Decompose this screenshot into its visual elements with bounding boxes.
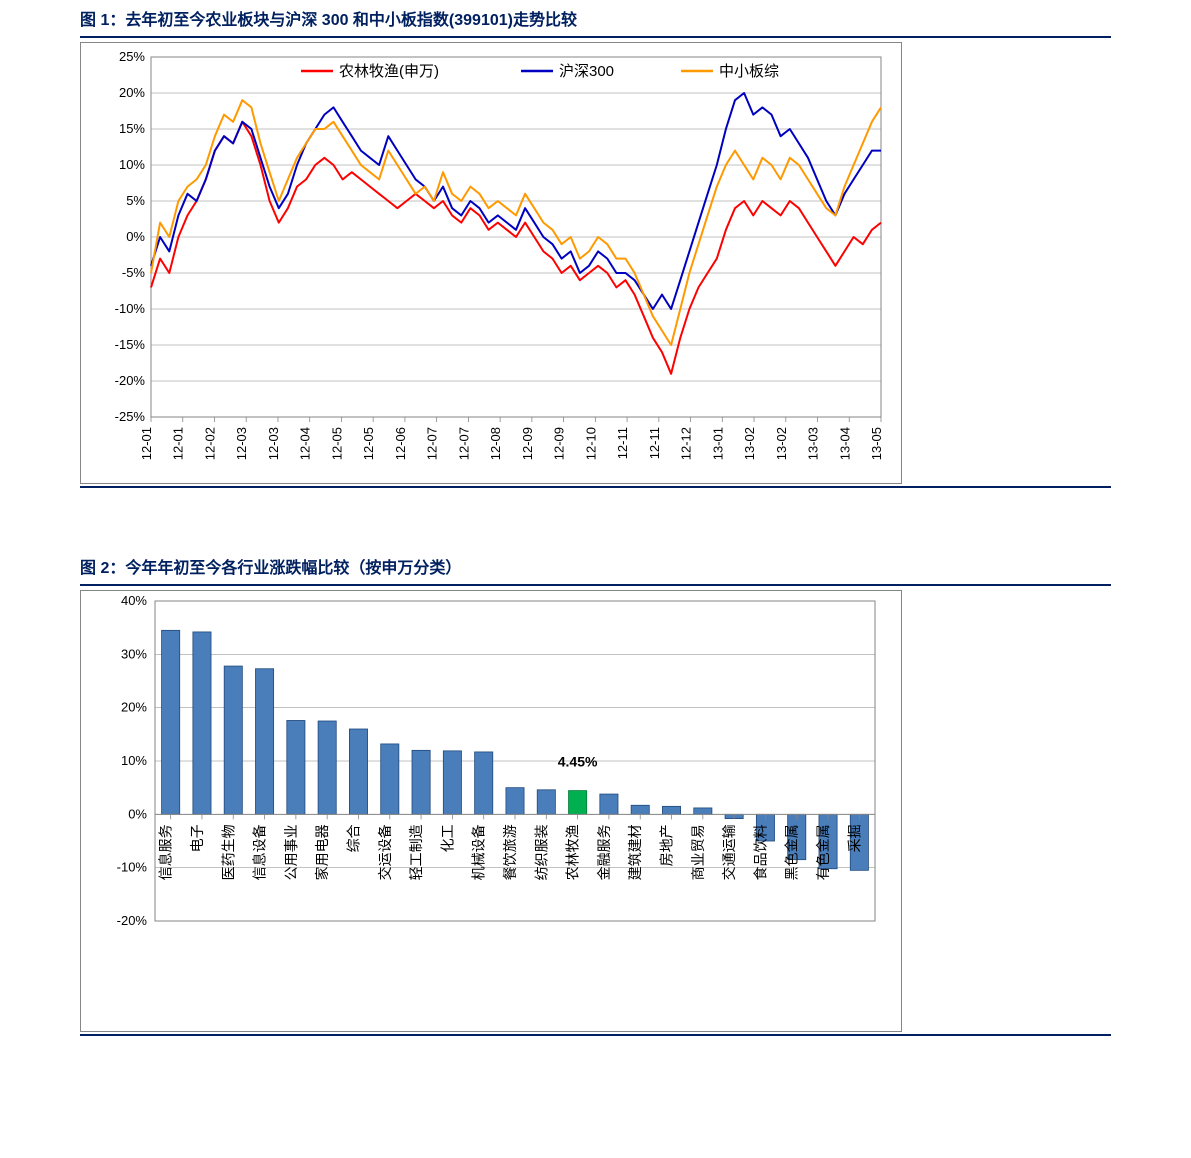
svg-text:信息设备: 信息设备	[252, 824, 268, 880]
svg-text:交通运输: 交通运输	[721, 824, 737, 880]
svg-text:-5%: -5%	[122, 265, 146, 280]
svg-text:黑色金属: 黑色金属	[784, 824, 800, 880]
svg-text:13-01: 13-01	[710, 427, 725, 460]
svg-text:-25%: -25%	[115, 409, 146, 424]
figure-2: 图 2：今年年初至今各行业涨跌幅比较（按申万分类） -20% -10% 0% 10% 2…	[80, 548, 1111, 1036]
svg-text:-20%: -20%	[117, 913, 148, 928]
svg-text:商业贸易: 商业贸易	[690, 824, 706, 880]
figure-2-svg: -20% -10% 0% 10% 20% 30% 40% 信息服务电子医药生物信息设备公用事业…	[81, 591, 901, 1031]
svg-text:建筑建材: 建筑建材	[627, 824, 643, 880]
svg-text:40%: 40%	[121, 593, 147, 608]
svg-text:金融服务: 金融服务	[596, 824, 612, 880]
svg-text:30%: 30%	[121, 646, 147, 661]
svg-text:综合: 综合	[345, 824, 361, 852]
svg-text:-20%: -20%	[115, 373, 146, 388]
svg-text:交运设备: 交运设备	[377, 824, 393, 880]
svg-text:12-11: 12-11	[615, 427, 630, 459]
svg-text:12-12: 12-12	[679, 427, 694, 460]
svg-text:12-05: 12-05	[361, 427, 376, 460]
svg-text:12-04: 12-04	[298, 427, 313, 460]
svg-text:15%: 15%	[119, 121, 145, 136]
figure-1-svg: -25% -20% -15% -10% -5% 0% 5% 10% 15% 20% 25% 12-01…	[81, 43, 901, 483]
svg-text:13-03: 13-03	[806, 427, 821, 460]
svg-text:13-04: 13-04	[837, 427, 852, 460]
svg-text:电子: 电子	[189, 824, 205, 852]
svg-text:12-02: 12-02	[202, 427, 217, 460]
figure-2-chart-frame: -20% -10% 0% 10% 20% 30% 40% 信息服务电子医药生物信息设备公用事业…	[80, 590, 902, 1032]
svg-text:12-03: 12-03	[234, 427, 249, 460]
svg-text:农林牧渔: 农林牧渔	[565, 824, 581, 880]
svg-text:12-08: 12-08	[488, 427, 503, 460]
svg-text:4.45%: 4.45%	[558, 754, 598, 770]
svg-text:轻工制造: 轻工制造	[408, 824, 424, 880]
svg-text:家用电器: 家用电器	[314, 824, 330, 880]
svg-text:12-07: 12-07	[456, 427, 471, 460]
figure-2-bottom-rule	[80, 1034, 1111, 1036]
svg-text:信息服务: 信息服务	[158, 824, 174, 880]
svg-text:13-02: 13-02	[742, 427, 757, 460]
svg-text:房地产: 房地产	[659, 824, 675, 866]
svg-text:12-01: 12-01	[139, 427, 154, 460]
figure-1-chart-frame: -25% -20% -15% -10% -5% 0% 5% 10% 15% 20% 25% 12-01…	[80, 42, 902, 484]
svg-text:餐饮旅游: 餐饮旅游	[502, 824, 518, 880]
svg-text:医药生物: 医药生物	[220, 824, 236, 880]
svg-text:-10%: -10%	[115, 301, 146, 316]
svg-text:10%: 10%	[121, 753, 147, 768]
svg-text:25%: 25%	[119, 49, 145, 64]
svg-text:0%: 0%	[128, 806, 147, 821]
svg-text:食品饮料: 食品饮料	[752, 824, 768, 880]
svg-text:20%: 20%	[121, 700, 147, 715]
svg-text:机械设备: 机械设备	[471, 824, 487, 880]
svg-text:12-03: 12-03	[266, 427, 281, 460]
svg-text:中小板综: 中小板综	[719, 62, 779, 80]
svg-text:沪深300: 沪深300	[559, 63, 614, 80]
svg-text:13-05: 13-05	[869, 427, 884, 460]
svg-text:公用事业: 公用事业	[283, 824, 299, 880]
svg-text:-15%: -15%	[115, 337, 146, 352]
svg-text:有色金属: 有色金属	[815, 824, 831, 880]
figure-2-title: 图 2：今年年初至今各行业涨跌幅比较（按申万分类）	[80, 548, 1111, 586]
svg-text:12-11: 12-11	[647, 427, 662, 459]
svg-text:12-01: 12-01	[171, 427, 186, 460]
svg-text:13-02: 13-02	[774, 427, 789, 460]
figure-1-bottom-rule	[80, 486, 1111, 488]
svg-text:12-09: 12-09	[520, 427, 535, 460]
svg-text:12-05: 12-05	[329, 427, 344, 460]
figure-1: 图 1：去年初至今农业板块与沪深 300 和中小板指数(399101)走势比较 …	[80, 0, 1111, 488]
svg-text:化工: 化工	[439, 824, 455, 852]
figure-1-title: 图 1：去年初至今农业板块与沪深 300 和中小板指数(399101)走势比较	[80, 0, 1111, 38]
svg-text:纺织服装: 纺织服装	[533, 824, 549, 880]
svg-text:12-09: 12-09	[552, 427, 567, 460]
svg-text:0%: 0%	[126, 229, 145, 244]
svg-text:12-06: 12-06	[393, 427, 408, 460]
svg-text:12-07: 12-07	[425, 427, 440, 460]
svg-text:10%: 10%	[119, 157, 145, 172]
svg-text:12-10: 12-10	[583, 427, 598, 460]
svg-text:-10%: -10%	[117, 860, 148, 875]
svg-text:采掘: 采掘	[846, 824, 862, 852]
svg-text:20%: 20%	[119, 85, 145, 100]
svg-text:5%: 5%	[126, 193, 145, 208]
svg-text:农林牧渔(申万): 农林牧渔(申万)	[339, 63, 439, 80]
